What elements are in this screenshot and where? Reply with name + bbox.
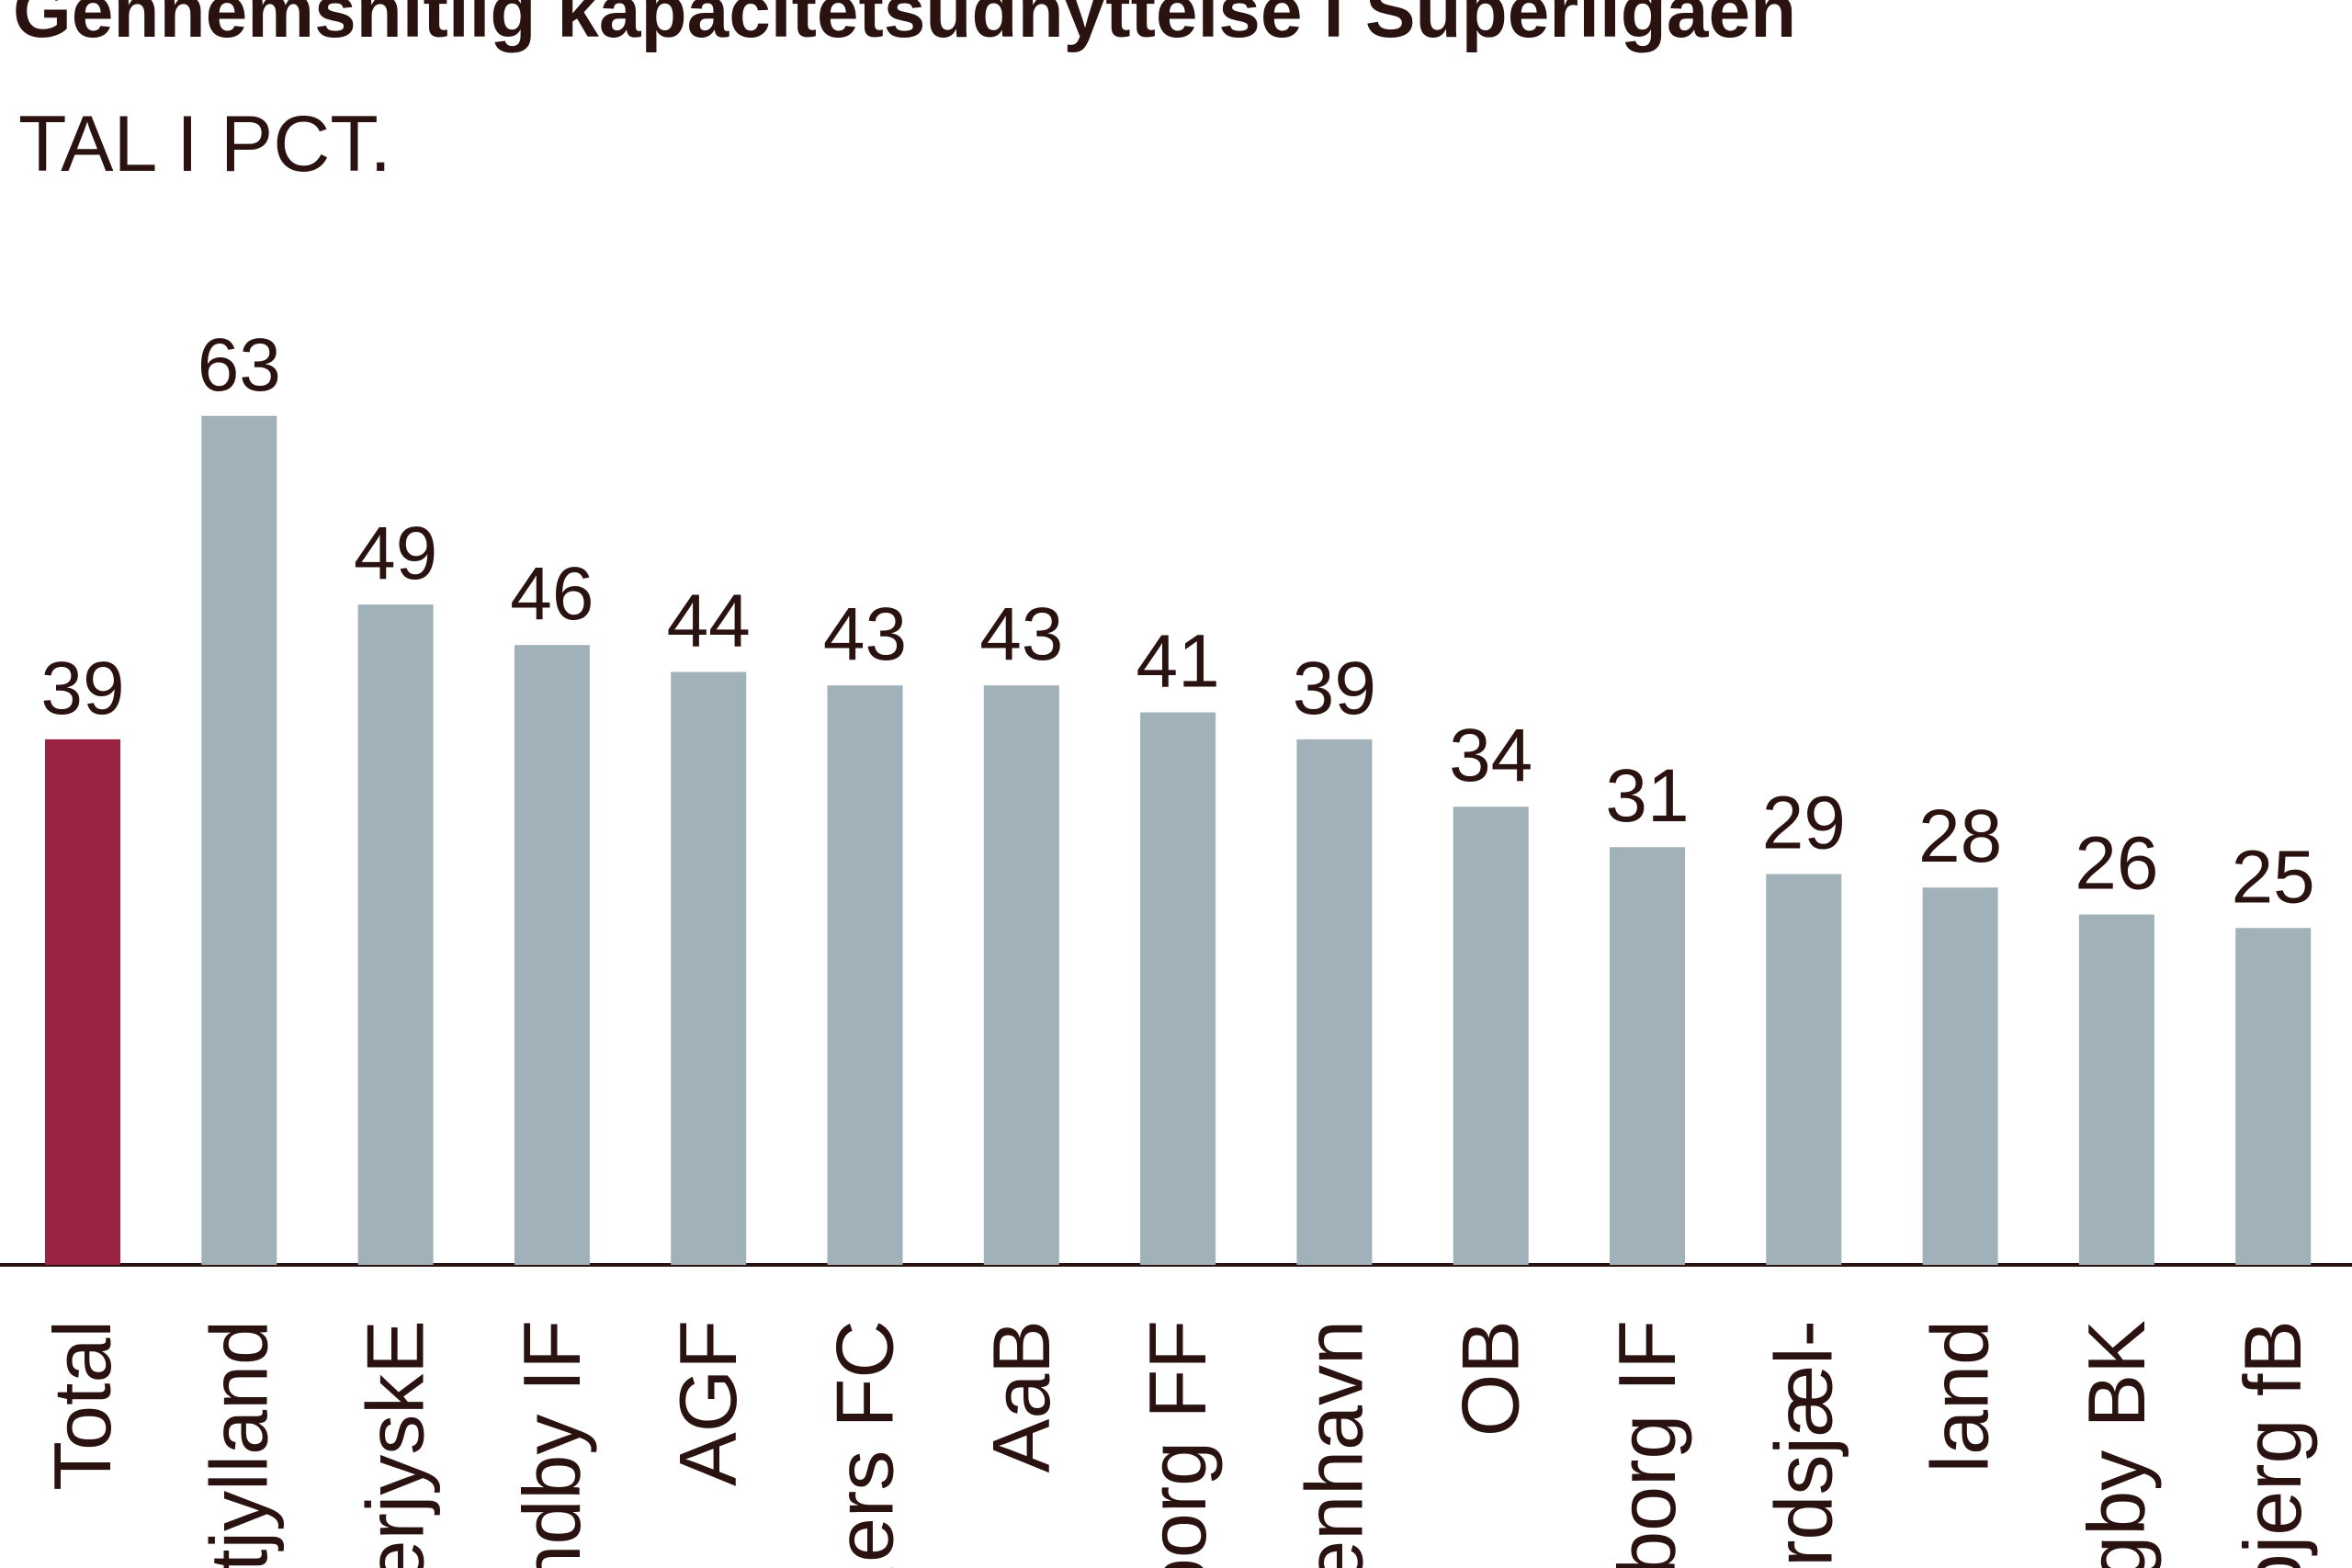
value-label: 34 bbox=[1449, 714, 1532, 797]
bar bbox=[983, 685, 1059, 1265]
chart-subtitle: TAL I PCT. bbox=[18, 100, 391, 188]
x-tick-label: AaB bbox=[976, 1320, 1067, 1472]
value-label: 49 bbox=[354, 512, 437, 595]
value-label: 29 bbox=[1762, 782, 1846, 865]
x-tick-label: OB bbox=[1445, 1320, 1536, 1437]
bar bbox=[671, 671, 747, 1265]
bar bbox=[827, 685, 903, 1265]
value-label: 43 bbox=[979, 592, 1063, 676]
x-tick-label: enhavn bbox=[1288, 1320, 1379, 1568]
x-tick-label: borg FF bbox=[1132, 1320, 1223, 1568]
value-label: 63 bbox=[198, 323, 281, 407]
bar bbox=[1453, 807, 1529, 1265]
x-tick-label: ndby IF bbox=[506, 1320, 597, 1568]
bar bbox=[1922, 887, 1998, 1265]
bar bbox=[514, 645, 590, 1265]
value-label: 41 bbox=[1136, 620, 1219, 704]
x-tick-label: gby BK bbox=[2071, 1320, 2162, 1568]
x-tick-label: Total bbox=[37, 1320, 128, 1491]
bar bbox=[357, 604, 434, 1265]
value-label: 39 bbox=[1293, 647, 1376, 730]
value-label: 31 bbox=[1605, 754, 1689, 838]
bar bbox=[1766, 874, 1842, 1265]
x-tick-label: AGF bbox=[662, 1320, 753, 1486]
x-tick-label: ders FC bbox=[820, 1320, 910, 1568]
value-label: 43 bbox=[823, 592, 907, 676]
bar bbox=[2235, 928, 2312, 1265]
bar bbox=[45, 739, 120, 1265]
x-tick-label: land bbox=[1915, 1320, 2006, 1472]
value-label: 46 bbox=[510, 552, 594, 636]
value-label: 44 bbox=[667, 580, 751, 663]
bar bbox=[201, 415, 277, 1265]
x-tick-label: bjerg fB bbox=[2227, 1320, 2318, 1568]
bar bbox=[1296, 739, 1373, 1265]
x-tick-label: borg IF bbox=[1601, 1320, 1692, 1568]
value-label: 39 bbox=[40, 647, 124, 730]
value-label: 26 bbox=[2075, 822, 2158, 906]
x-tick-label: rdsjæl- bbox=[1758, 1320, 1849, 1567]
bar bbox=[2078, 914, 2154, 1265]
bar bbox=[1610, 847, 1685, 1265]
value-label: 28 bbox=[1918, 795, 2002, 878]
chart-title: Gennemsnitlig kapacitetsudnyttelse i Sup… bbox=[13, 0, 1796, 53]
x-tick-label: erjyskE bbox=[350, 1320, 441, 1568]
x-tick-label: tjylland bbox=[193, 1320, 284, 1568]
value-label: 25 bbox=[2232, 835, 2315, 919]
bar bbox=[1140, 712, 1216, 1265]
